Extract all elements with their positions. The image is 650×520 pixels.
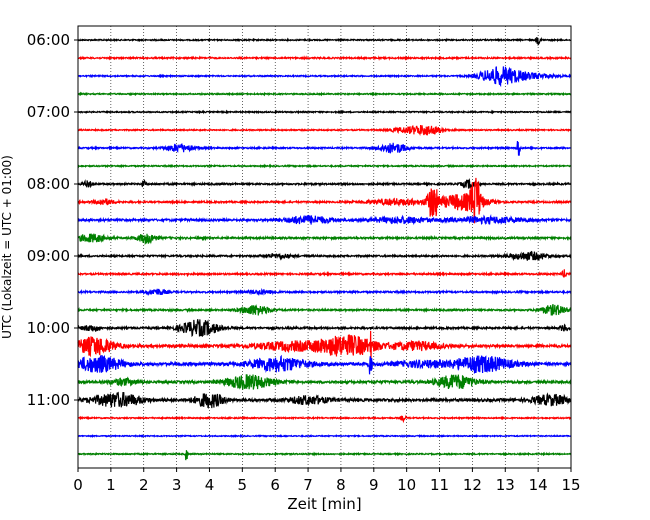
x-tick-label: 4 — [205, 476, 215, 494]
x-tick-label: 0 — [73, 476, 83, 494]
y-tick-label: 06:00 — [27, 31, 70, 49]
x-tick-label: 2 — [139, 476, 149, 494]
trace-0715 — [77, 124, 572, 137]
x-axis-ticks: 0 1 2 3 4 5 6 7 8 9 10 11 12 13 14 15 — [73, 468, 581, 494]
trace-0930 — [77, 287, 572, 297]
x-tick-label: 12 — [463, 476, 482, 494]
trace-0630 — [77, 66, 572, 88]
x-tick-label: 13 — [496, 476, 515, 494]
y-tick-label: 09:00 — [27, 247, 70, 265]
trace-0815 — [77, 177, 572, 224]
x-tick-label: 15 — [561, 476, 580, 494]
trace-1100 — [77, 391, 572, 409]
trace-0645 — [77, 91, 572, 97]
trace-0700 — [77, 109, 572, 115]
trace-0945 — [77, 303, 572, 316]
trace-0730 — [77, 140, 572, 156]
trace-0800 — [77, 178, 572, 189]
y-tick-label: 11:00 — [27, 391, 70, 409]
x-tick-label: 3 — [172, 476, 182, 494]
trace-1130 — [77, 433, 572, 439]
trace-0745 — [77, 163, 572, 169]
trace-1000 — [77, 319, 572, 338]
trace-0900 — [77, 250, 572, 262]
trace-1045 — [77, 374, 572, 390]
x-tick-label: 8 — [336, 476, 346, 494]
x-tick-label: 14 — [529, 476, 548, 494]
x-tick-label: 5 — [238, 476, 248, 494]
y-tick-label: 08:00 — [27, 175, 70, 193]
x-tick-label: 6 — [270, 476, 280, 494]
x-axis-label: Zeit [min] — [287, 495, 361, 513]
trace-1030 — [77, 354, 572, 375]
trace-1115 — [77, 414, 572, 424]
x-tick-label: 1 — [106, 476, 116, 494]
x-tick-label: 7 — [303, 476, 313, 494]
y-tick-label: 10:00 — [27, 319, 70, 337]
x-tick-label: 10 — [397, 476, 416, 494]
trace-1145 — [77, 450, 572, 461]
y-tick-label: 07:00 — [27, 103, 70, 121]
trace-0615 — [77, 55, 572, 61]
seismogram-traces — [77, 36, 572, 461]
trace-0600 — [77, 36, 572, 47]
x-tick-label: 11 — [430, 476, 449, 494]
trace-0830 — [77, 213, 572, 226]
y-axis-ticks: 06:00 07:00 08:00 09:00 10:00 11:00 — [27, 31, 78, 409]
x-tick-label: 9 — [369, 476, 379, 494]
trace-0915 — [77, 269, 572, 278]
trace-0845 — [77, 233, 572, 246]
plot-frame — [77, 25, 572, 469]
trace-1015 — [77, 330, 572, 360]
y-axis-label: UTC (Lokalzeit = UTC + 01:00) — [0, 155, 14, 339]
